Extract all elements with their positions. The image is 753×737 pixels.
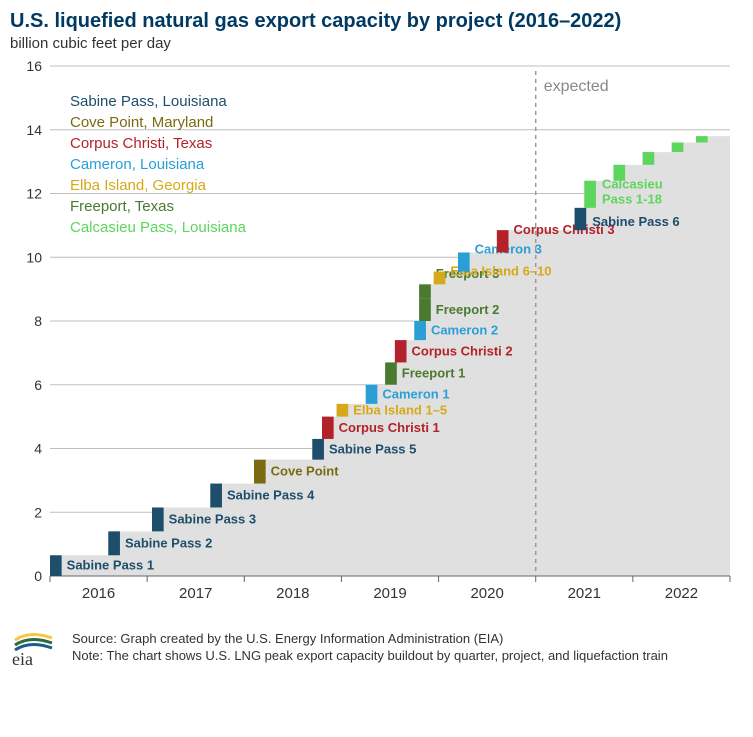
legend-item: Elba Island, Georgia — [70, 177, 207, 194]
project-bar — [385, 362, 397, 384]
project-bar — [312, 439, 324, 460]
y-tick-label: 4 — [34, 441, 42, 457]
x-year-label: 2018 — [276, 585, 309, 602]
project-label: Cameron 1 — [382, 386, 449, 401]
project-bar — [254, 460, 266, 484]
project-label: Elba Island 1–5 — [353, 402, 447, 417]
y-tick-label: 6 — [34, 377, 42, 393]
project-bar — [643, 152, 655, 165]
y-tick-label: 2 — [34, 504, 42, 520]
footer-note: Note: The chart shows U.S. LNG peak expo… — [72, 648, 668, 665]
y-tick-label: 8 — [34, 313, 42, 329]
project-bar — [108, 531, 120, 555]
chart-title: U.S. liquefied natural gas export capaci… — [10, 10, 743, 33]
y-tick-label: 16 — [26, 58, 42, 74]
project-bar — [322, 417, 334, 439]
project-bar — [672, 143, 684, 153]
x-year-label: 2022 — [665, 585, 698, 602]
project-bar — [584, 181, 596, 208]
project-bar — [395, 340, 407, 362]
y-tick-label: 12 — [26, 186, 42, 202]
project-label: Cove Point — [271, 464, 340, 479]
chart-subtitle: billion cubic feet per day — [10, 35, 743, 52]
project-bar — [434, 272, 446, 285]
legend-item: Cove Point, Maryland — [70, 114, 213, 131]
expected-label: expected — [544, 78, 609, 95]
project-bar — [337, 404, 349, 417]
project-bar — [152, 507, 164, 531]
project-label: Corpus Christi 1 — [339, 420, 440, 435]
legend-item: Sabine Pass, Louisiana — [70, 93, 227, 110]
legend-item: Freeport, Texas — [70, 198, 174, 215]
project-bar — [613, 165, 625, 181]
x-year-label: 2020 — [470, 585, 503, 602]
project-label: Sabine Pass 4 — [227, 488, 315, 503]
project-label: Sabine Pass 2 — [125, 535, 212, 550]
legend-item: Cameron, Louisiana — [70, 156, 205, 173]
project-label: Cameron 2 — [431, 323, 498, 338]
project-bar — [458, 252, 470, 271]
project-bar — [575, 208, 587, 230]
svg-text:eia: eia — [12, 649, 33, 668]
lng-capacity-chart: 0 2 4 6 8 10 12 14 16 2016 2017 2018 2019 2020 2021 202… — [10, 56, 743, 616]
x-year-label: 2017 — [179, 585, 212, 602]
footer-source: Source: Graph created by the U.S. Energy… — [72, 631, 668, 648]
x-year-label: 2019 — [373, 585, 406, 602]
project-bar — [210, 484, 222, 508]
project-label: Corpus Christi 2 — [412, 343, 513, 358]
project-bar — [414, 321, 426, 340]
y-tick-label: 10 — [26, 249, 42, 265]
project-bar — [696, 136, 708, 142]
legend-item: Calcasieu Pass, Louisiana — [70, 219, 247, 236]
project-label: Freeport 1 — [402, 366, 466, 381]
x-year-label: 2016 — [82, 585, 115, 602]
chart-footer: eia Source: Graph created by the U.S. En… — [10, 628, 743, 668]
x-year-label: 2021 — [568, 585, 601, 602]
y-tick-label: 0 — [34, 568, 42, 584]
project-label: Sabine Pass 5 — [329, 441, 416, 456]
project-label: Sabine Pass 1 — [67, 558, 154, 573]
y-tick-label: 14 — [26, 122, 42, 138]
legend-item: Corpus Christi, Texas — [70, 135, 212, 152]
project-label: Calcasieu — [602, 177, 663, 192]
eia-logo-icon: eia — [10, 628, 60, 668]
project-label: Sabine Pass 3 — [169, 511, 256, 526]
project-label: Sabine Pass 6 — [592, 214, 679, 229]
project-bar — [419, 299, 431, 321]
project-bar — [419, 284, 431, 298]
project-label: Freeport 2 — [436, 302, 500, 317]
project-bar — [366, 385, 378, 404]
project-label: Pass 1-18 — [602, 192, 662, 207]
project-bar — [497, 230, 509, 252]
project-bar — [50, 555, 62, 576]
